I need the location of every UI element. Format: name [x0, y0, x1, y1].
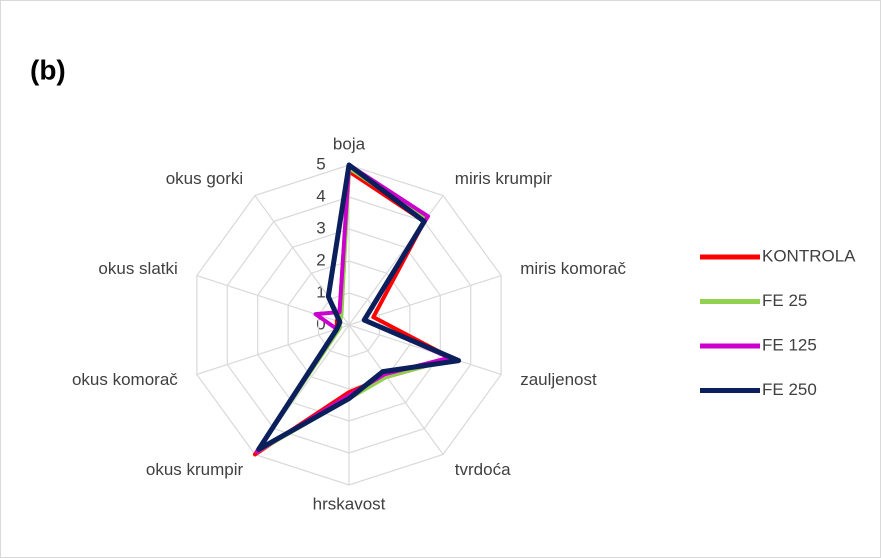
axis-label: zauljenost: [520, 370, 597, 389]
r-tick-label: 2: [316, 250, 325, 269]
axis-label: okus krumpir: [146, 460, 244, 479]
legend-label: KONTROLA: [762, 246, 856, 265]
r-tick-label: 1: [316, 282, 325, 301]
chart-title: (b): [30, 54, 66, 85]
axis-label: okus gorki: [166, 169, 243, 188]
r-tick-label: 5: [316, 154, 325, 173]
axis-label: miris krumpir: [455, 169, 553, 188]
axis-label: hrskavost: [313, 494, 386, 513]
legend-label: FE 125: [762, 335, 817, 354]
axis-label: tvrdoća: [455, 460, 511, 479]
axis-label: okus slatki: [98, 259, 177, 278]
axis-label: boja: [333, 134, 366, 153]
legend-label: FE 25: [762, 291, 807, 310]
legend-label: FE 250: [762, 380, 817, 399]
spoke: [348, 324, 502, 376]
spoke: [196, 324, 350, 376]
r-tick-label: 0: [316, 314, 325, 333]
series-line: [256, 162, 462, 452]
spoke: [196, 274, 350, 326]
spoke: [348, 324, 444, 455]
axis-label: miris komorač: [520, 259, 626, 278]
axis-label: okus komorač: [72, 370, 178, 389]
r-tick-label: 3: [316, 218, 325, 237]
r-tick-label: 4: [316, 186, 325, 205]
